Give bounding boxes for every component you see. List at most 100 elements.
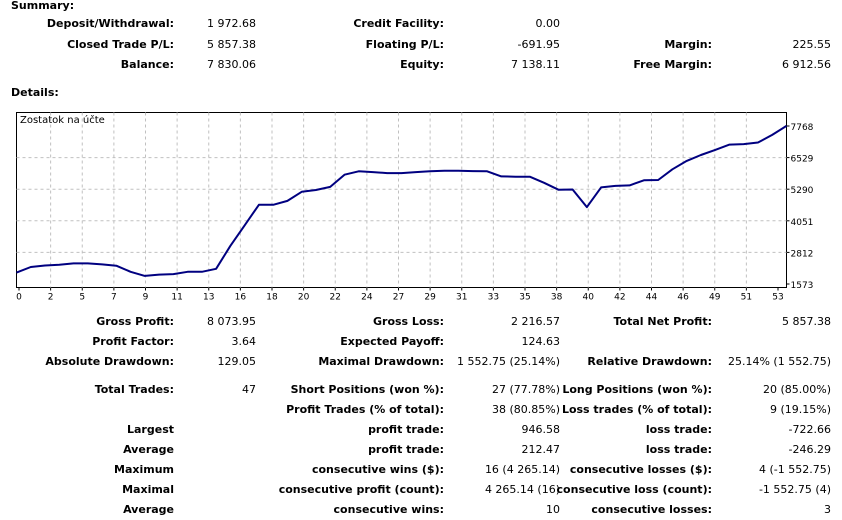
x-tick-label: 20 (298, 293, 310, 303)
details-value-r7-c1: 16 (4 265.14) (484, 463, 560, 476)
x-tick-label: 9 (143, 293, 149, 303)
x-tick-label: 11 (171, 293, 182, 303)
details-label-r3-c2: Long Positions (won %): (562, 383, 712, 396)
x-tick-label: 31 (456, 293, 467, 303)
details-label-r6-c2: loss trade: (645, 443, 712, 456)
x-tick-label: 44 (646, 293, 658, 303)
details-label-r0-c0: Gross Profit: (96, 315, 174, 328)
details-value-r5-c2: -722.66 (788, 423, 831, 436)
summary-label-r2-c2: Free Margin: (633, 58, 712, 71)
summary-value-r2-c0: 7 830.06 (207, 58, 256, 71)
x-tick-label: 5 (79, 293, 85, 303)
x-tick-label: 51 (741, 293, 752, 303)
details-value-r3-c0: 47 (242, 383, 256, 396)
y-tick-label: 2812 (791, 249, 814, 259)
x-tick-label: 49 (709, 293, 721, 303)
details-value-r0-c0: 8 073.95 (207, 315, 256, 328)
summary-label-r0-c0: Deposit/Withdrawal: (46, 17, 174, 30)
y-tick-label: 1573 (791, 281, 814, 291)
details-title: Details: (11, 86, 59, 99)
x-tick-label: 42 (614, 293, 625, 303)
details-label-r3-c0: Total Trades: (94, 383, 174, 396)
details-label-r5-c2: loss trade: (645, 423, 712, 436)
details-label-r1-c0: Profit Factor: (92, 335, 174, 348)
details-value-r8-c2: -1 552.75 (4) (758, 483, 831, 496)
details-label-r5-c0: Largest (127, 423, 174, 436)
details-label-r2-c0: Absolute Drawdown: (45, 355, 174, 368)
balance-chart: Zostatok na účte 77686529529040512812157… (16, 112, 814, 303)
summary-value-r2-c1: 7 138.11 (511, 58, 560, 71)
x-tick-label: 24 (361, 293, 373, 303)
x-tick-label: 40 (583, 293, 595, 303)
x-tick-label: 29 (424, 293, 436, 303)
details-value-r1-c0: 3.64 (231, 335, 257, 348)
plot-area (16, 112, 787, 288)
summary-value-r0-c1: 0.00 (535, 17, 561, 30)
balance-line (16, 125, 788, 277)
details-label-r0-c1: Gross Loss: (373, 315, 444, 328)
details-value-r6-c2: -246.29 (788, 443, 831, 456)
details-value-r0-c2: 5 857.38 (782, 315, 831, 328)
details-label-r7-c0: Maximum (114, 463, 174, 476)
details-value-r0-c1: 2 216.57 (511, 315, 560, 328)
details-value-r2-c2: 25.14% (1 552.75) (727, 355, 831, 368)
details-value-r9-c1: 10 (546, 503, 560, 516)
details-label-r4-c2: Loss trades (% of total): (561, 403, 712, 416)
summary-value-r1-c1: -691.95 (517, 38, 560, 51)
chart-title: Zostatok na účte (20, 114, 105, 126)
details-value-r1-c1: 124.63 (521, 335, 561, 348)
summary-value-r0-c0: 1 972.68 (207, 17, 256, 30)
y-axis: 7768 6529 5290 4051 2812 1573 (786, 123, 814, 291)
details-label-r7-c2: consecutive losses ($): (569, 463, 712, 476)
x-tick-label: 33 (488, 293, 499, 303)
summary-label-r1-c2: Margin: (664, 38, 712, 51)
details-value-r3-c1: 27 (77.78%) (491, 383, 560, 396)
summary-label-r1-c0: Closed Trade P/L: (67, 38, 174, 51)
details-label-r2-c2: Relative Drawdown: (587, 355, 712, 368)
details-label-r2-c1: Maximal Drawdown: (318, 355, 444, 368)
details-value-r4-c1: 38 (80.85%) (491, 403, 560, 416)
y-tick-label: 6529 (791, 155, 814, 165)
details-label-r0-c2: Total Net Profit: (613, 315, 713, 328)
details-label-r8-c1: consecutive profit (count): (278, 483, 444, 496)
summary-title: Summary: (11, 0, 75, 12)
details-value-r2-c0: 129.05 (217, 355, 257, 368)
summary-label-r1-c1: Floating P/L: (365, 38, 444, 51)
x-tick-label: 46 (677, 293, 689, 303)
details-label-r3-c1: Short Positions (won %): (290, 383, 444, 396)
details-label-r9-c0: Average (123, 503, 174, 516)
summary-label-r0-c1: Credit Facility: (353, 17, 444, 30)
details-label-r9-c1: consecutive wins: (333, 503, 444, 516)
x-tick-label: 16 (235, 293, 247, 303)
details-value-r7-c2: 4 (-1 552.75) (758, 463, 831, 476)
y-tick-label: 5290 (791, 186, 814, 196)
details-label-r6-c1: profit trade: (368, 443, 444, 456)
grid-lines (16, 112, 787, 288)
details-label-r8-c2: consecutive loss (count): (556, 483, 712, 496)
details-value-r4-c2: 9 (19.15%) (769, 403, 831, 416)
details-label-r4-c1: Profit Trades (% of total): (286, 403, 444, 416)
details-value-r8-c1: 4 265.14 (16) (484, 483, 560, 496)
summary-label-r2-c1: Equity: (400, 58, 444, 71)
x-tick-label: 0 (16, 293, 22, 303)
x-tick-label: 18 (266, 293, 278, 303)
details-value-r2-c1: 1 552.75 (25.14%) (456, 355, 560, 368)
x-tick-label: 53 (772, 293, 783, 303)
y-tick-label: 4051 (791, 218, 814, 228)
summary-label-r2-c0: Balance: (120, 58, 174, 71)
details-label-r8-c0: Maximal (122, 483, 174, 496)
x-tick-label: 13 (203, 293, 214, 303)
summary-value-r1-c2: 225.55 (792, 38, 832, 51)
details-value-r5-c1: 946.58 (521, 423, 561, 436)
x-tick-label: 38 (551, 293, 563, 303)
x-tick-label: 7 (111, 293, 117, 303)
x-axis: 0 2 5 7 9 11 13 16 18 20 22 24 27 29 31 33 35 38 40 42 44 46 4… (16, 287, 784, 303)
details-value-r3-c2: 20 (85.00%) (762, 383, 831, 396)
details-label-r7-c1: consecutive wins ($): (311, 463, 444, 476)
details-value-r9-c2: 3 (824, 503, 831, 516)
summary-value-r2-c2: 6 912.56 (782, 58, 831, 71)
x-tick-label: 2 (48, 293, 54, 303)
y-tick-label: 7768 (791, 123, 814, 133)
details-label-r9-c2: consecutive losses: (591, 503, 712, 516)
summary-value-r1-c0: 5 857.38 (207, 38, 256, 51)
